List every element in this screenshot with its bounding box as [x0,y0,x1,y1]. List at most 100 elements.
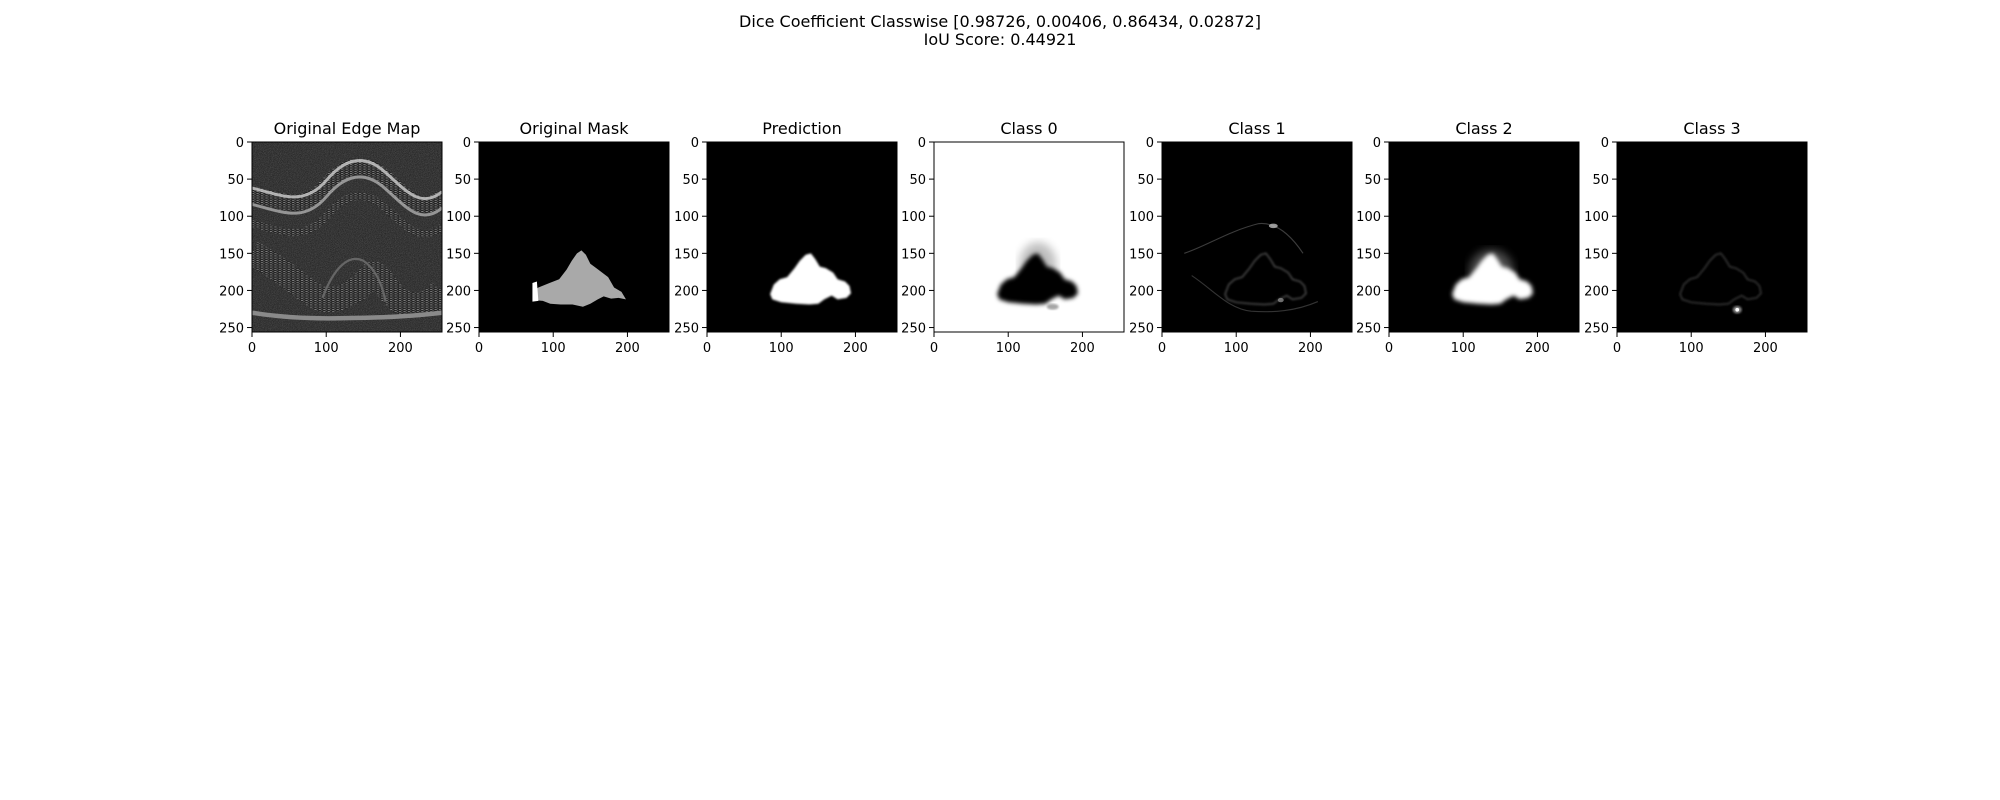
panel-title: Class 3 [1683,119,1740,138]
panel-image [479,142,669,332]
axes-frame [1388,141,1580,333]
y-tick-label: 0 [463,136,471,151]
image-region [1184,223,1304,254]
axes-frame [933,141,1125,333]
image-region [1452,253,1533,305]
y-tick-label: 150 [901,247,926,262]
image-region [1191,275,1319,313]
x-tick-label: 0 [248,341,256,356]
panel-image [1162,142,1352,332]
x-tick-label: 100 [1679,341,1704,356]
image-region [1679,252,1762,306]
y-tick-label: 200 [901,284,926,299]
y-tick-label: 0 [236,136,244,151]
y-tick-label: 150 [1584,247,1609,262]
y-tick-label: 250 [1356,322,1381,337]
y-tick-label: 250 [901,322,926,337]
y-tick-label: 200 [1356,284,1381,299]
tissue-band [252,158,442,213]
tissue-band [252,175,442,217]
axes-frame [478,141,670,333]
y-tick-label: 200 [1129,284,1154,299]
panel-title: Class 2 [1455,119,1512,138]
x-tick-label: 0 [703,341,711,356]
panel-image [1617,142,1807,332]
panel-title: Class 1 [1228,119,1285,138]
tissue-band [321,257,387,302]
image-region [1224,252,1307,306]
tissue-band [252,159,442,201]
y-tick-label: 150 [1356,247,1381,262]
tissue-band [252,192,442,238]
axes-frame [706,141,898,333]
image-region [770,253,851,305]
image-region [1046,303,1059,310]
y-tick-label: 100 [901,210,926,225]
x-tick-label: 200 [1070,341,1095,356]
tissue-band [252,310,442,321]
x-tick-label: 0 [475,341,483,356]
panel-class3: Class 3 0 50 100 150 200 250 0 100 200 [1584,119,1808,356]
image-region [1277,297,1284,303]
y-tick-label: 50 [909,173,926,188]
y-tick-label: 50 [227,173,244,188]
y-tick-label: 0 [1373,136,1381,151]
image-region [533,250,626,307]
y-tick-label: 250 [674,322,699,337]
y-tick-label: 250 [446,322,471,337]
y-tick-label: 0 [918,136,926,151]
x-tick-label: 200 [1753,341,1778,356]
x-tick-label: 100 [996,341,1021,356]
panel-edge-map: Original Edge Map 0 50 100 150 200 250 0 100 200 [219,119,443,356]
y-tick-label: 100 [1129,210,1154,225]
x-tick-label: 0 [1158,341,1166,356]
y-tick-label: 150 [446,247,471,262]
image-region [1735,307,1740,312]
x-tick-label: 200 [388,341,413,356]
y-tick-label: 150 [1129,247,1154,262]
panel-mask: Original Mask 0 50 100 150 200 250 0 100 200 [446,119,670,356]
panel-class1: Class 1 0 50 100 150 200 250 0 100 200 [1129,119,1353,356]
y-tick-label: 50 [1592,173,1609,188]
y-tick-label: 150 [219,247,244,262]
y-tick-label: 100 [446,210,471,225]
y-tick-label: 250 [1584,322,1609,337]
x-tick-label: 100 [1451,341,1476,356]
figure-title-line-1: Dice Coefficient Classwise [0.98726, 0.0… [739,12,1261,31]
y-tick-label: 250 [1129,322,1154,337]
x-tick-label: 200 [615,341,640,356]
x-tick-label: 0 [1385,341,1393,356]
panel-image [1389,142,1579,332]
tissue-band [252,242,442,318]
image-region [1019,242,1057,287]
panel-image [934,142,1124,332]
x-tick-label: 200 [1298,341,1323,356]
y-tick-label: 50 [1137,173,1154,188]
axes-frame [1616,141,1808,333]
x-tick-label: 100 [314,341,339,356]
y-tick-label: 150 [674,247,699,262]
x-tick-label: 100 [541,341,566,356]
panel-title: Class 0 [1000,119,1057,138]
x-tick-label: 200 [1525,341,1550,356]
figure-title-line-2: IoU Score: 0.44921 [923,30,1077,49]
y-tick-label: 100 [219,210,244,225]
panel-prediction: Prediction 0 50 100 150 200 250 0 100 200 [674,119,898,356]
mask-label-region [532,281,539,302]
x-tick-label: 0 [1613,341,1621,356]
y-tick-label: 50 [1364,173,1381,188]
y-tick-label: 200 [1584,284,1609,299]
y-tick-label: 200 [674,284,699,299]
panel-class0: Class 0 0 50 100 150 200 250 0 100 200 [901,119,1125,356]
image-background [1162,142,1352,332]
axes-frame [251,141,443,333]
y-tick-label: 100 [674,210,699,225]
y-tick-label: 100 [1356,210,1381,225]
y-tick-label: 0 [1146,136,1154,151]
x-tick-label: 100 [769,341,794,356]
image-background [1617,142,1807,332]
panel-title: Prediction [762,119,841,138]
panel-image [252,142,442,332]
x-tick-label: 0 [930,341,938,356]
panel-title: Original Mask [520,119,630,138]
